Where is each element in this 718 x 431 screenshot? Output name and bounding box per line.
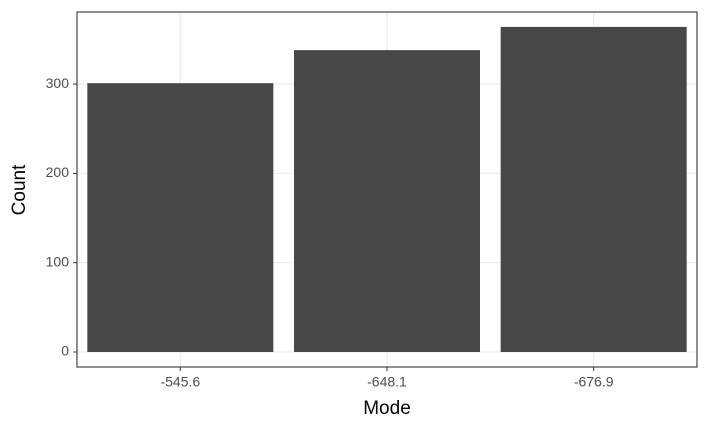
x-tick-label: -648.1 <box>367 374 407 390</box>
y-axis-title: Count <box>9 164 30 215</box>
bar <box>294 50 480 352</box>
x-axis-title: Mode <box>363 398 411 419</box>
y-tick-label: 100 <box>46 253 70 269</box>
x-tick-label: -545.6 <box>160 374 200 390</box>
bar <box>87 83 274 352</box>
y-tick-label: 300 <box>46 75 70 91</box>
y-tick-label: 0 <box>61 343 69 359</box>
y-tick-label: 200 <box>46 164 70 180</box>
x-tick-label: -676.9 <box>574 374 614 390</box>
panel-border <box>76 11 698 368</box>
bar <box>500 26 687 352</box>
